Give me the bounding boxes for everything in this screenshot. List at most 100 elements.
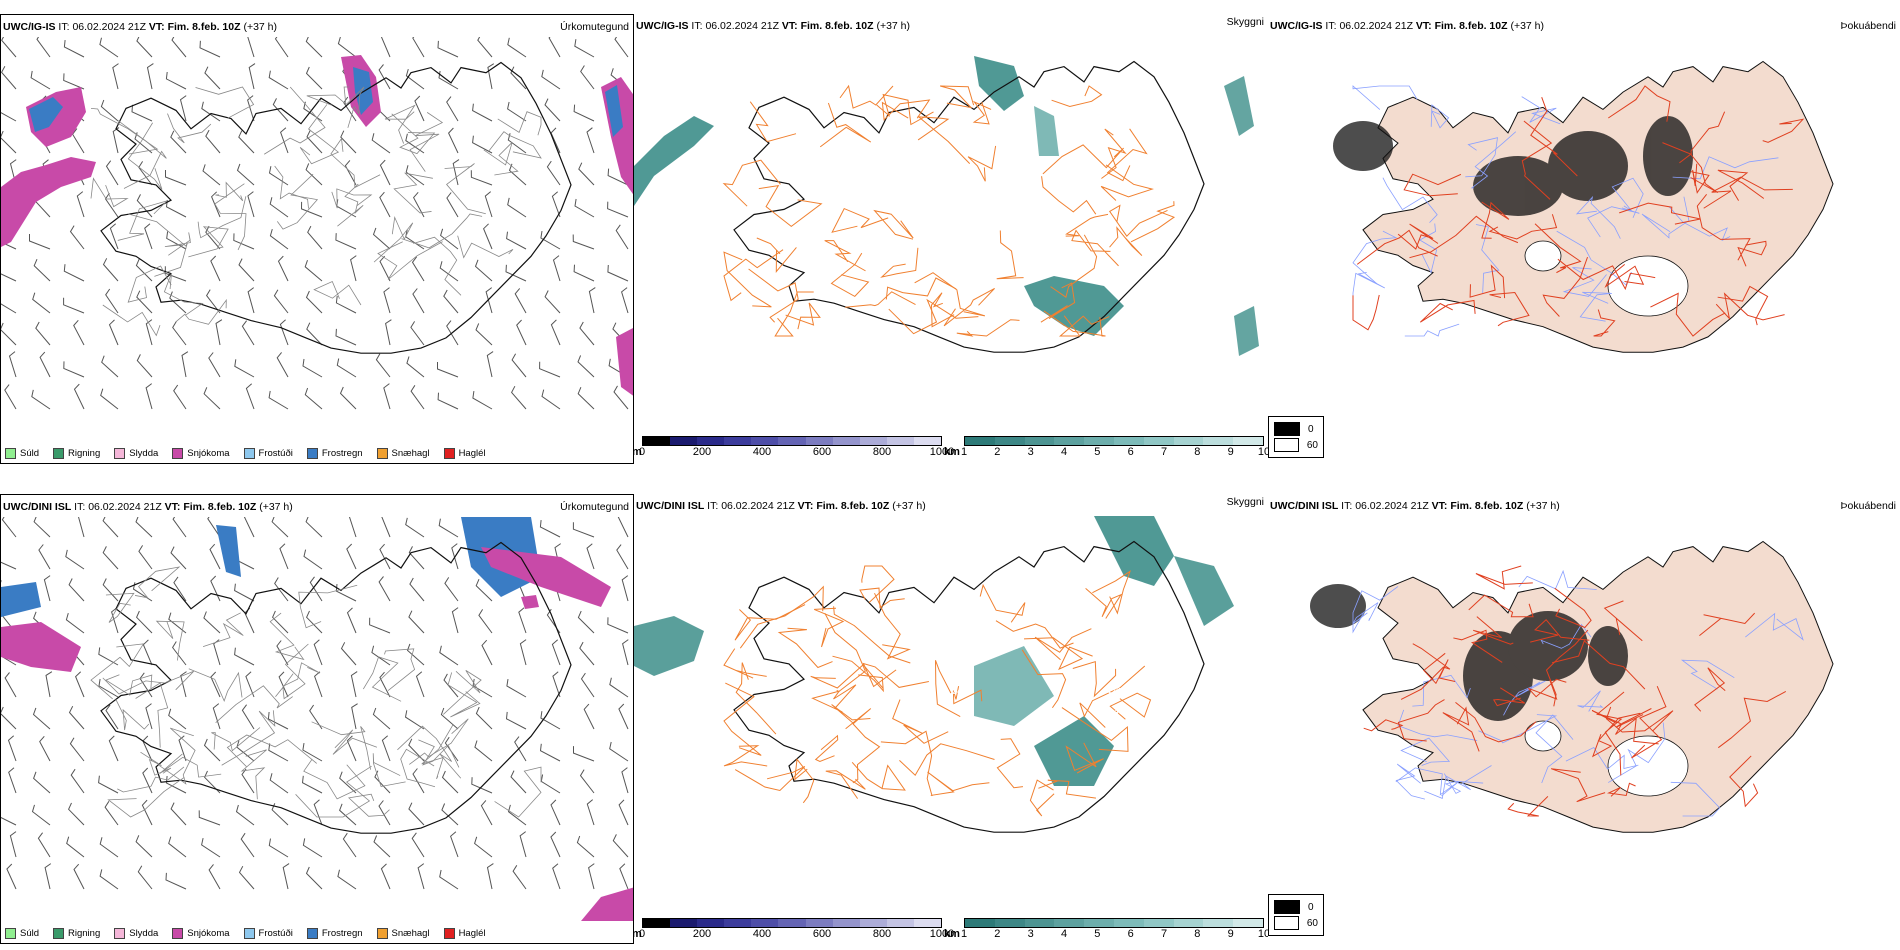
map-label: 420	[1106, 686, 1121, 696]
wind-barb	[507, 37, 527, 58]
road-line	[979, 583, 1026, 623]
road-line	[1042, 144, 1124, 175]
wind-barb	[171, 37, 187, 58]
wind-barb	[109, 223, 119, 250]
road-line	[794, 758, 815, 804]
wind-barb	[405, 165, 425, 186]
snow-area	[521, 595, 539, 609]
wind-barb	[1, 112, 17, 122]
road-line	[1352, 294, 1380, 331]
colorbar-cell	[832, 437, 860, 445]
road-line	[1608, 722, 1666, 783]
road-line	[1608, 85, 1671, 122]
road-line	[1109, 692, 1152, 720]
road-line	[748, 268, 799, 323]
wind-barb	[137, 865, 153, 890]
road-line	[1521, 120, 1553, 200]
road-line	[1650, 292, 1726, 337]
colorbar-cell	[859, 919, 887, 927]
wind-barb	[276, 640, 289, 666]
legend-item: Súld	[5, 448, 39, 459]
road-line	[1430, 104, 1450, 129]
colorbar-tick: 8	[1194, 928, 1201, 940]
legend-swatch	[172, 928, 184, 939]
wind-barb	[383, 287, 391, 314]
road-line	[723, 682, 762, 756]
colorbar-tick: 6	[1127, 446, 1134, 458]
wind-barb	[243, 517, 255, 538]
road-line	[1478, 714, 1558, 744]
wind-barb	[1, 816, 17, 826]
road-line	[1403, 173, 1462, 197]
map-label: 30	[976, 243, 986, 253]
map-label: 40	[969, 256, 979, 266]
wind-barb	[507, 804, 527, 826]
wind-barb	[244, 607, 255, 634]
road-line	[1400, 737, 1451, 766]
fog-area	[974, 646, 1054, 726]
wind-barb	[379, 671, 391, 698]
wind-barb	[474, 740, 493, 762]
wind-barb	[574, 198, 595, 218]
fog-patches	[1310, 584, 1628, 721]
panel-product-label: Úrkomutegund	[560, 501, 629, 513]
road-line	[1762, 118, 1805, 143]
wind-barb	[485, 287, 493, 314]
panel-title: UWC/IG-IS IT: 06.02.2024 21Z VT: Fim. 8.…	[1270, 20, 1545, 32]
road-line	[880, 247, 919, 278]
wind-barb	[371, 133, 391, 154]
wind-barb	[142, 639, 153, 666]
wind-barb	[201, 101, 221, 122]
road-line	[175, 298, 227, 325]
wind-barb	[63, 297, 85, 314]
wind-barb	[63, 73, 85, 90]
colorbar-tick: 200	[692, 928, 712, 940]
road-line	[1535, 714, 1574, 784]
wind-barb	[336, 358, 357, 378]
fog-area	[1224, 76, 1254, 136]
wind-barb	[1, 303, 17, 314]
wind-barb	[171, 641, 187, 666]
wind-barb	[9, 831, 17, 858]
panel-product-label: Úrkomutegund	[560, 21, 629, 33]
wind-barb	[1, 273, 17, 282]
road-line	[1745, 612, 1804, 641]
road-line	[972, 100, 992, 125]
road-line	[917, 116, 971, 164]
road-line	[330, 137, 381, 189]
road-line	[1696, 193, 1751, 261]
wind-barb	[613, 385, 629, 410]
wind-barb	[4, 672, 17, 698]
wind-barb	[550, 319, 561, 346]
road-line	[409, 112, 444, 172]
colorbar-cell	[805, 437, 833, 445]
wind-barb	[201, 837, 221, 858]
wind-barb	[98, 647, 119, 666]
road-line	[874, 592, 911, 660]
fog-area	[1024, 276, 1124, 336]
wind-barb	[6, 863, 17, 890]
wind-barb	[102, 517, 119, 538]
wind-barb	[305, 37, 323, 58]
wind-barb	[383, 383, 391, 410]
iceland-coast	[100, 61, 572, 354]
wind-barb	[248, 63, 256, 90]
wind-barb	[1, 655, 17, 666]
wind-barb	[136, 610, 153, 634]
wind-barb	[474, 259, 493, 282]
wind-barb	[579, 321, 595, 346]
road-line	[1397, 223, 1439, 250]
colorbar-cell	[886, 437, 914, 445]
road-line	[852, 723, 881, 784]
colorbar-cell	[1113, 919, 1144, 927]
road-line	[1468, 594, 1534, 618]
wind-barb	[99, 37, 119, 58]
wind-barb	[508, 163, 527, 186]
wind-barb	[39, 351, 51, 378]
legend-label: Frostúði	[258, 448, 293, 459]
road-line	[1562, 267, 1607, 297]
wind-barb	[507, 101, 527, 122]
legend-item: Snæhagl	[376, 928, 430, 939]
snow-area	[481, 547, 611, 607]
road-line	[956, 319, 1020, 337]
